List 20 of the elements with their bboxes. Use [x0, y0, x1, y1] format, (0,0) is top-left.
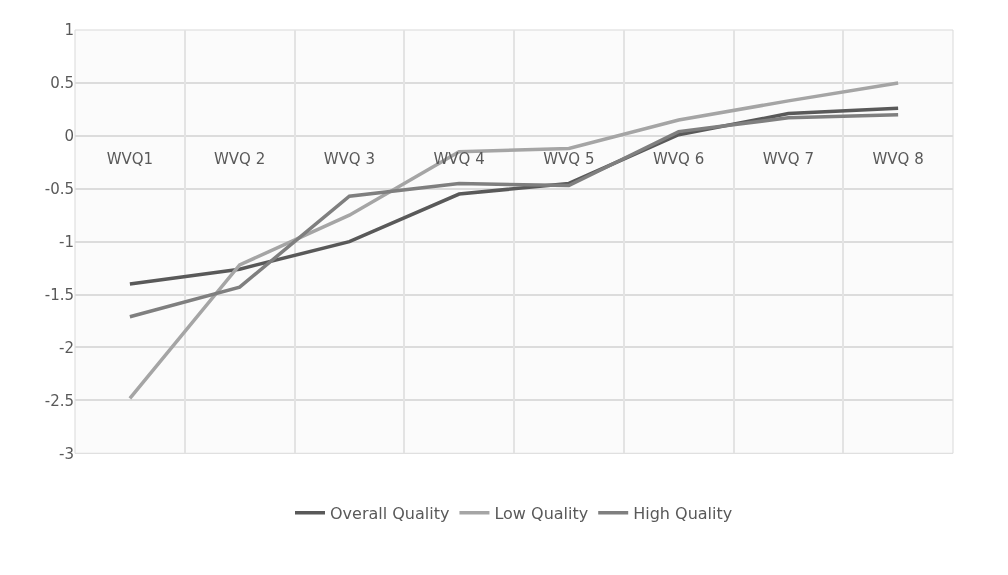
x-tick-label: WVQ 5 — [543, 149, 595, 168]
y-tick-label: -2.5 — [44, 391, 74, 410]
x-tick-label: WVQ 3 — [323, 149, 375, 168]
y-tick-label: -2 — [59, 338, 74, 357]
legend-label: Low Quality — [494, 503, 589, 523]
y-tick-label: 1 — [64, 21, 74, 40]
legend-label: Overall Quality — [330, 503, 450, 523]
x-tick-label: WVQ 8 — [872, 149, 924, 168]
y-tick-label: -0.5 — [44, 179, 74, 198]
x-tick-label: WVQ 6 — [653, 149, 705, 168]
y-tick-label: -3 — [59, 444, 74, 463]
x-tick-label: WVQ 2 — [214, 149, 266, 168]
x-tick-label: WVQ 4 — [433, 149, 485, 168]
y-tick-label: -1.5 — [44, 285, 74, 304]
y-tick-label: 0.5 — [50, 74, 74, 93]
x-tick-label: WVQ1 — [106, 149, 154, 168]
x-tick-label: WVQ 7 — [762, 149, 814, 168]
legend-label: High Quality — [633, 503, 733, 523]
y-tick-label: 0 — [64, 127, 74, 146]
y-tick-label: -1 — [59, 232, 74, 251]
